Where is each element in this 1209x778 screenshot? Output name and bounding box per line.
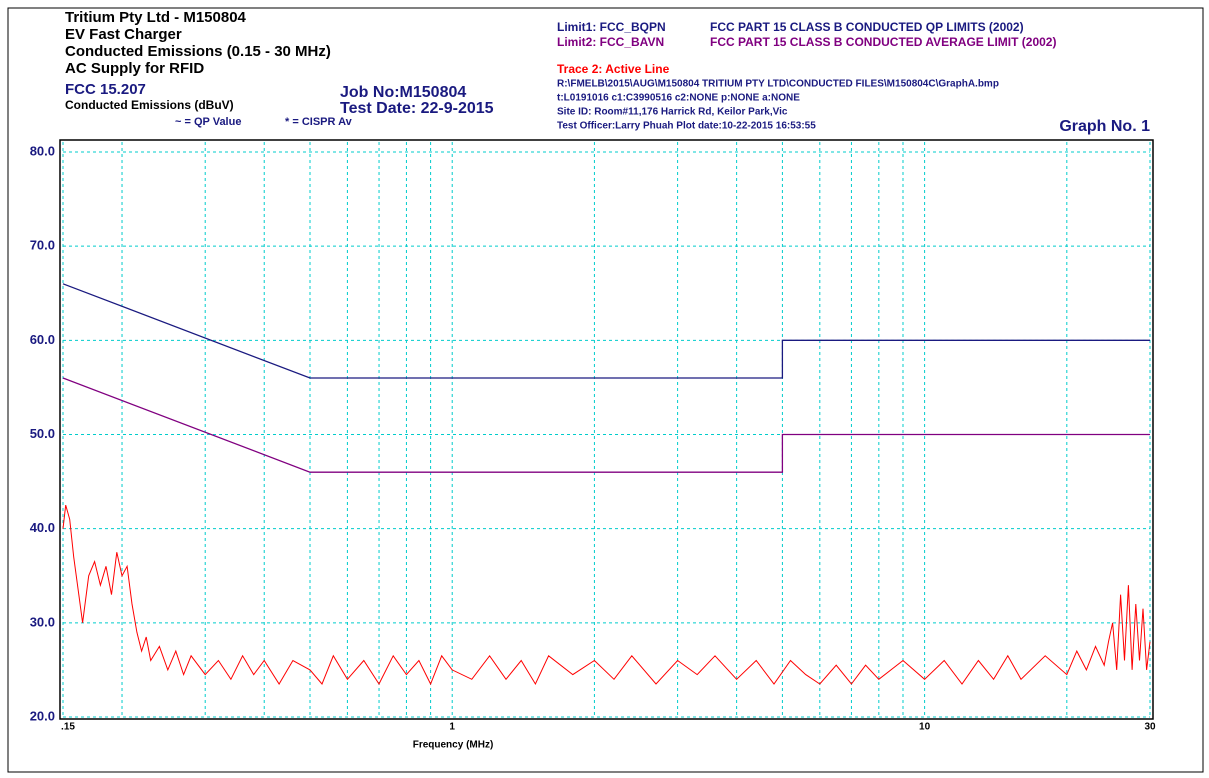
series-line: [62, 504, 1151, 686]
info-line: R:\FMELB\2015\AUG\M150804 TRITIUM PTY LT…: [557, 79, 999, 90]
y-tick-label: 50.0: [30, 426, 55, 441]
info-line: Test Officer:Larry Phuah Plot date:10-22…: [557, 121, 816, 132]
subtitle: Conducted Emissions (0.15 - 30 MHz): [65, 43, 331, 60]
y-axis-label: Conducted Emissions (dBuV): [65, 98, 234, 112]
job-no: Job No:M150804: [340, 84, 466, 101]
series-line: [62, 377, 1150, 473]
subtitle: AC Supply for RFID: [65, 60, 204, 77]
chart-title: Tritium Pty Ltd - M150804: [65, 9, 247, 26]
marker-note: ~ = QP Value: [175, 116, 241, 128]
legend-entry: Trace 2: Active Line: [557, 62, 670, 76]
legend-entry: Limit1: FCC_BQPN: [557, 20, 666, 34]
x-tick-label: 1: [449, 722, 455, 733]
x-tick-label: 30: [1144, 722, 1156, 733]
test-date: Test Date: 22-9-2015: [340, 100, 494, 117]
x-tick-label: 10: [919, 722, 931, 733]
x-tick-label: .15: [61, 722, 75, 733]
y-tick-label: 30.0: [30, 614, 55, 629]
subtitle: EV Fast Charger: [65, 26, 182, 43]
legend-description: FCC PART 15 CLASS B CONDUCTED QP LIMITS …: [710, 20, 1024, 34]
x-axis-label: Frequency (MHz): [413, 740, 494, 751]
y-tick-label: 60.0: [30, 332, 55, 347]
y-tick-label: 20.0: [30, 708, 55, 723]
legend-entry: Limit2: FCC_BAVN: [557, 35, 664, 49]
legend-description: FCC PART 15 CLASS B CONDUCTED AVERAGE LI…: [710, 35, 1056, 49]
standard: FCC 15.207: [65, 81, 146, 98]
frame: [7, 7, 1204, 773]
info-line: Site ID: Room#11,176 Harrick Rd, Keilor …: [557, 107, 788, 118]
series-line: [62, 283, 1150, 379]
y-tick-label: 70.0: [30, 238, 55, 253]
y-tick-label: 80.0: [30, 143, 55, 158]
graph-no: Graph No. 1: [1059, 118, 1150, 135]
plot-frame: [59, 139, 1154, 720]
info-line: t:L0191016 c1:C3990516 c2:NONE p:NONE a:…: [557, 93, 800, 104]
marker-note: * = CISPR Av: [285, 116, 353, 128]
y-tick-label: 40.0: [30, 520, 55, 535]
